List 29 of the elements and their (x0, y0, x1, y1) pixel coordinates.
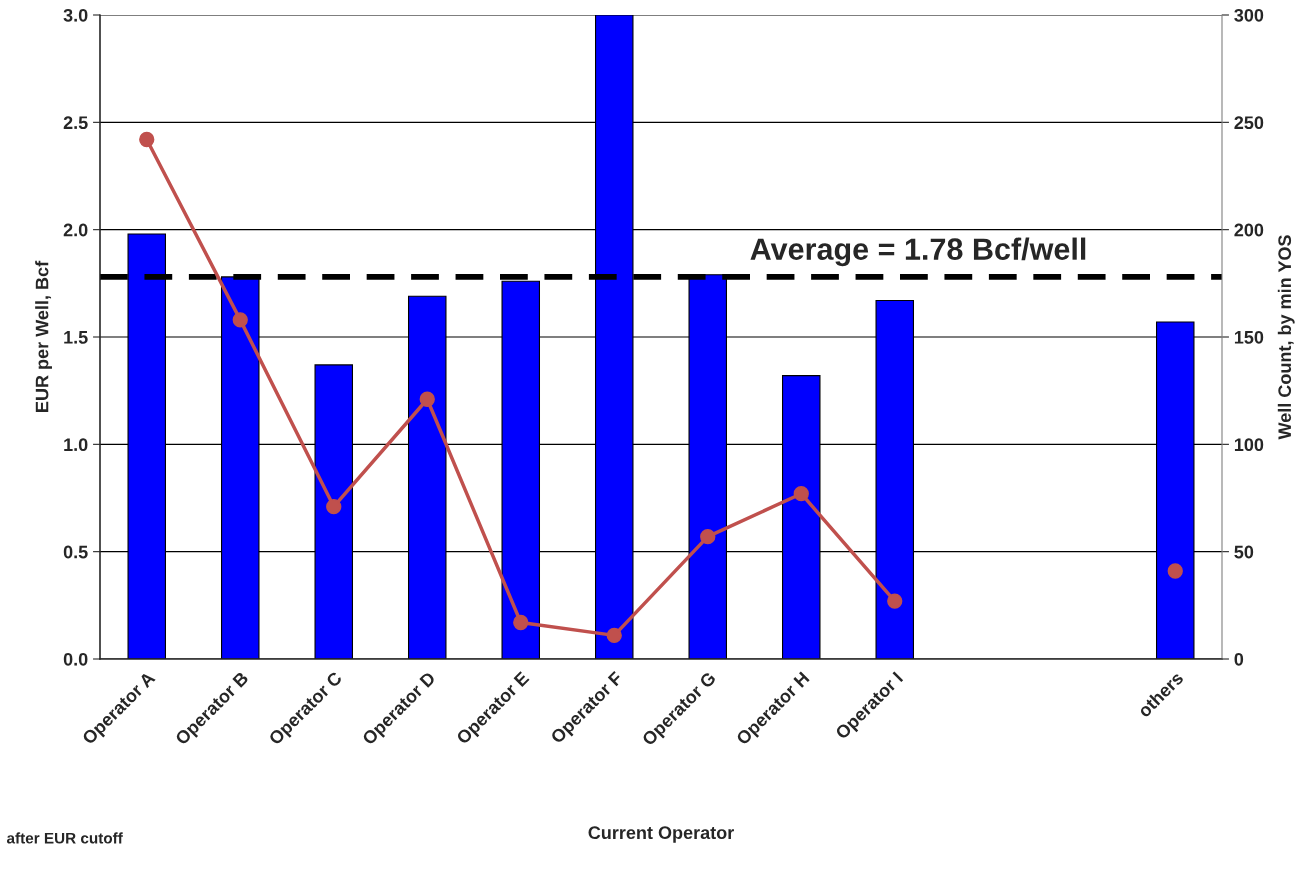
point (139, 131, 155, 148)
point (513, 614, 529, 631)
y-axis-title: EUR per Well, Bcf (35, 260, 52, 412)
x-axis-title: Current Operator (588, 826, 734, 843)
y2-tick-label: 50 (1234, 545, 1254, 559)
y2-tick-label: 300 (1234, 8, 1264, 22)
point (419, 391, 435, 407)
ref-line-label: Average = 1.78 Bcf/well (750, 237, 1086, 267)
y-tick-label: 2.5 (63, 116, 88, 130)
point (700, 529, 716, 545)
text: after EUR cutoff (6, 832, 123, 844)
y2-tick-label: 250 (1234, 116, 1264, 130)
y-tick-label: 1.5 (64, 331, 88, 344)
y-tick-label: 0.0 (63, 652, 88, 666)
point (326, 498, 342, 515)
y2-tick-label: 100 (1234, 438, 1264, 452)
point (887, 593, 903, 609)
y-tick-label: 0.5 (63, 545, 88, 559)
point (1167, 563, 1183, 579)
y-tick-label: 1.0 (64, 438, 88, 452)
y2-tick-label: 0 (1234, 652, 1244, 666)
point (606, 627, 622, 644)
y-tick-label: 2.0 (63, 223, 88, 237)
point (232, 312, 248, 328)
y2-tick-label: 150 (1234, 330, 1264, 344)
point (793, 486, 809, 502)
y2-tick-label: 200 (1234, 223, 1264, 237)
y-tick-label: 3.0 (63, 8, 88, 22)
y2-axis-title: Well Count, by min YOS (1277, 235, 1295, 440)
